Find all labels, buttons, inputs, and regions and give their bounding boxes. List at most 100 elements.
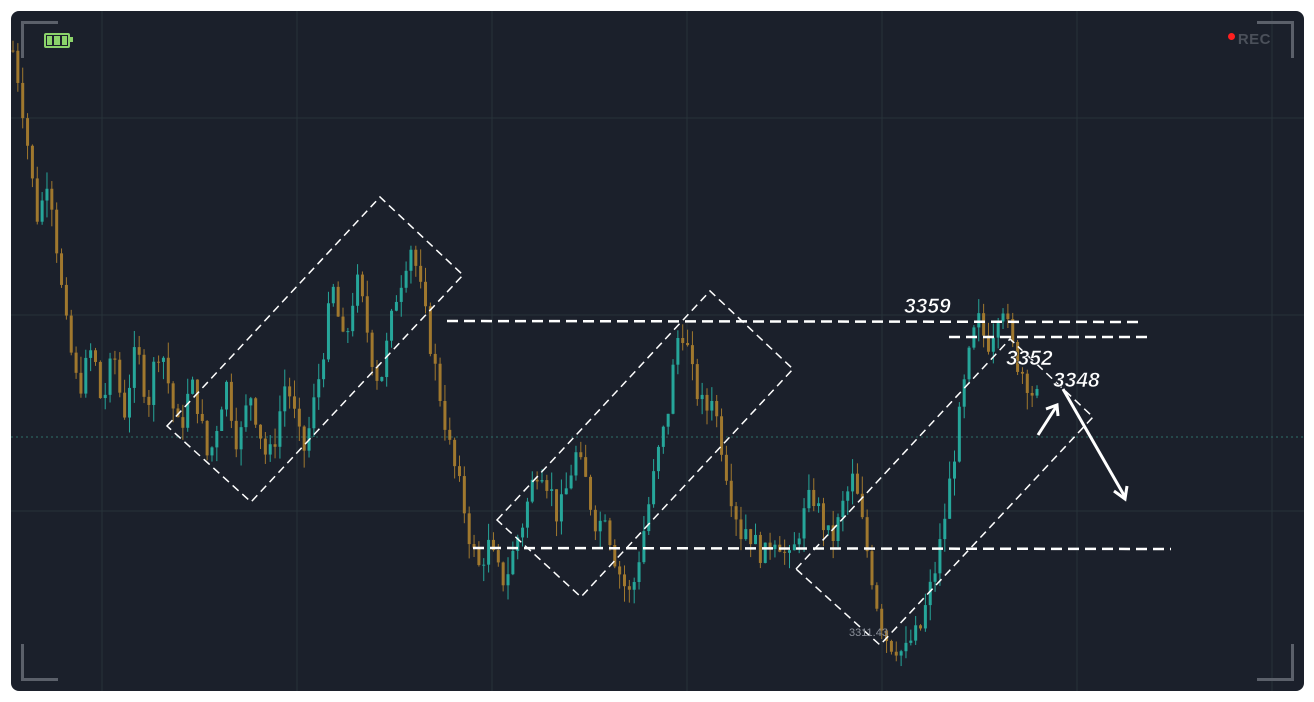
candle-body: [45, 188, 49, 201]
candle-body: [831, 525, 835, 541]
candle-body: [127, 387, 131, 418]
candle-body: [656, 446, 660, 472]
candle-body: [618, 566, 622, 575]
candle-body: [982, 313, 986, 336]
candle-body: [137, 347, 141, 355]
candle-body: [807, 489, 811, 509]
candle-body: [511, 550, 515, 575]
candle-body: [157, 361, 161, 363]
candle-body: [933, 573, 937, 582]
candle-body: [428, 306, 432, 354]
candle-body: [889, 641, 893, 652]
candle-body: [40, 200, 44, 222]
candle-body: [1001, 313, 1005, 322]
candle-body: [69, 315, 73, 353]
candle-body: [302, 426, 306, 451]
candle-body: [94, 350, 98, 362]
candle-body: [783, 551, 787, 553]
candle-body: [652, 471, 656, 505]
candle-body: [821, 503, 825, 531]
candle-body: [525, 501, 529, 528]
candle-body: [351, 305, 355, 332]
candle-body: [996, 321, 1000, 338]
frame-corner-bottom-left: [21, 644, 58, 681]
candle-body: [482, 564, 486, 566]
candle-body: [21, 82, 25, 119]
candle-body: [336, 286, 340, 317]
candle-body: [695, 364, 699, 400]
candle-body: [860, 493, 864, 518]
candle-body: [186, 393, 190, 428]
candle-body: [855, 473, 859, 494]
low-price-label: 3311.43: [849, 627, 888, 639]
candle-body: [55, 209, 59, 254]
candle-body: [1020, 371, 1024, 374]
candle-body: [749, 529, 753, 545]
support-line: [472, 546, 1172, 551]
label-3348: 3348: [1053, 369, 1100, 392]
candle-body: [666, 413, 670, 427]
label-3359: 3359: [904, 295, 951, 318]
candle-body: [16, 50, 20, 83]
candle-body: [919, 625, 923, 629]
candle-body: [375, 366, 379, 381]
candle-body: [356, 274, 360, 306]
candle-body: [234, 420, 238, 450]
candle-body: [205, 420, 209, 456]
candle-body: [60, 253, 64, 285]
candle-body: [598, 520, 602, 532]
candle-body: [225, 381, 229, 410]
candle-body: [147, 396, 151, 405]
candle-body: [390, 310, 394, 341]
candle-body: [676, 337, 680, 365]
candle-body: [559, 494, 563, 522]
candle-body: [710, 400, 714, 411]
candle-body: [1006, 313, 1010, 320]
candle-body: [259, 424, 263, 439]
candle-body: [263, 438, 267, 455]
candle-body: [491, 539, 495, 551]
chart-frame: 3359 3352 3348 3311.43 REC: [11, 11, 1304, 691]
frame-corner-top-right: [1257, 21, 1294, 58]
candle-body: [443, 400, 447, 430]
candle-body: [161, 357, 165, 362]
candle-body: [1025, 373, 1029, 393]
down-arrow-icon: [1061, 388, 1129, 502]
candle-body: [322, 359, 326, 380]
candle-body: [773, 544, 777, 550]
candle-body: [380, 377, 384, 381]
candle-body: [297, 408, 301, 427]
candle-body: [501, 562, 505, 586]
candle-body: [79, 372, 83, 394]
candle-body: [991, 337, 995, 352]
candle-body: [220, 409, 224, 432]
candle-body: [661, 426, 665, 447]
candle-body: [555, 489, 559, 522]
candle-body: [894, 651, 898, 656]
candle-body: [1011, 319, 1015, 342]
frame-corner-top-left: [21, 21, 58, 58]
candle-body: [26, 118, 30, 146]
candle-body: [754, 534, 758, 545]
candle-body: [705, 394, 709, 411]
candle-body: [496, 550, 500, 563]
candle-body: [686, 342, 690, 346]
candle-body: [836, 517, 840, 541]
candle-body: [817, 503, 821, 507]
candle-body: [477, 547, 481, 566]
candle-body: [841, 500, 845, 518]
candle-body: [928, 581, 932, 606]
candle-body: [550, 489, 554, 491]
candle-body: [210, 447, 214, 456]
candle-body: [627, 586, 631, 590]
candle-body: [84, 357, 88, 394]
candle-body: [414, 249, 418, 266]
channel-box-1: [165, 195, 465, 504]
candle-body: [977, 313, 981, 328]
candle-body: [768, 542, 772, 550]
candle-body: [64, 284, 68, 316]
candle-body: [98, 361, 102, 399]
candle-body: [724, 454, 728, 481]
candle-body: [385, 340, 389, 378]
candle-body: [758, 534, 762, 563]
